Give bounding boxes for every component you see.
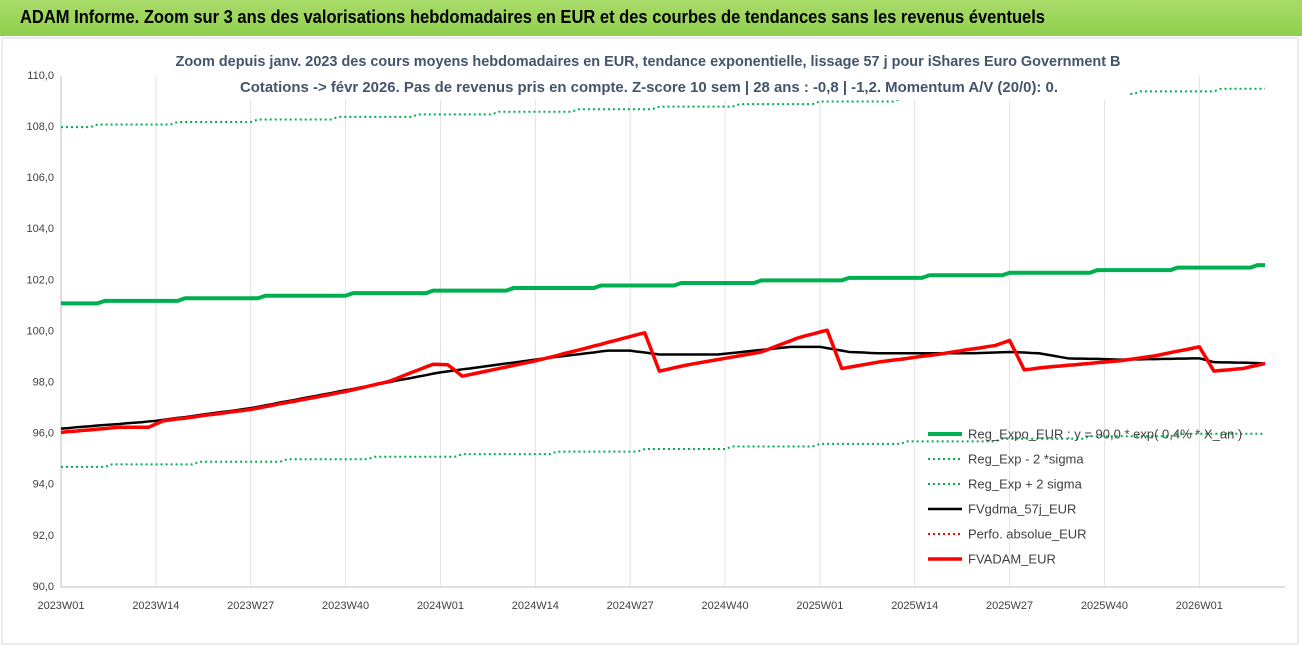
y-tick-label: 92,0 (33, 530, 54, 542)
y-tick-label: 104,0 (26, 223, 54, 235)
y-tick-label: 96,0 (33, 428, 54, 440)
series-line (61, 263, 1265, 306)
chart-title: Zoom depuis janv. 2023 des cours moyens … (176, 53, 1121, 70)
x-tick-label: 2023W01 (37, 600, 84, 612)
series-line (61, 432, 1265, 468)
x-tick-label: 2024W27 (607, 600, 654, 612)
x-tick-label: 2024W40 (701, 600, 748, 612)
series-line (61, 87, 1265, 129)
y-tick-label: 106,0 (26, 172, 54, 184)
y-tick-label: 100,0 (26, 325, 54, 337)
header-bar (0, 0, 1302, 36)
x-tick-label: 2023W14 (132, 600, 179, 612)
x-tick-label: 2025W01 (796, 600, 843, 612)
legend-label: Reg_Exp - 2 *sigma (968, 451, 1084, 466)
x-tick-label: 2025W27 (986, 600, 1033, 612)
x-tick-label: 2024W01 (417, 600, 464, 612)
legend-label: FVADAM_EUR (968, 551, 1056, 566)
plot: 2023W01 2023W14 2023W27 2023W40 2024W01 2024W… (26, 70, 1285, 612)
title-box (170, 46, 1130, 100)
y-tick-label: 108,0 (26, 121, 54, 133)
y-tick-label: 94,0 (33, 479, 54, 491)
x-tick-label: 2023W40 (322, 600, 369, 612)
chart-frame (1, 37, 1299, 645)
y-tick-label: 98,0 (33, 377, 54, 389)
legend-label: Reg_Exp + 2 sigma (968, 476, 1083, 491)
x-tick-label: 2023W27 (227, 600, 274, 612)
legend-label: FVgdma_57j_EUR (968, 501, 1076, 516)
y-tick-label: 90,0 (33, 581, 54, 593)
chart-title: Cotations -> févr 2026. Pas de revenus p… (240, 79, 1058, 96)
legend: Reg_Expo_EUR : y = 90,0 * exp( 0,4% * X_… (928, 426, 1242, 566)
y-tick-label: 110,0 (27, 70, 54, 82)
y-tick-label: 102,0 (26, 274, 54, 286)
x-tick-label: 2025W40 (1081, 600, 1128, 612)
series-line (60, 328, 1266, 435)
x-tick-label: 2026W01 (1176, 600, 1223, 612)
header-title: ADAM Informe. Zoom sur 3 ans des valoris… (20, 7, 1045, 27)
x-tick-label: 2025W14 (891, 600, 938, 612)
x-tick-label: 2024W14 (512, 600, 559, 612)
legend-label: Perfo. absolue_EUR (968, 526, 1087, 541)
legend-label: Reg_Expo_EUR : y = 90,0 * exp( 0,4% * X_… (968, 426, 1242, 441)
